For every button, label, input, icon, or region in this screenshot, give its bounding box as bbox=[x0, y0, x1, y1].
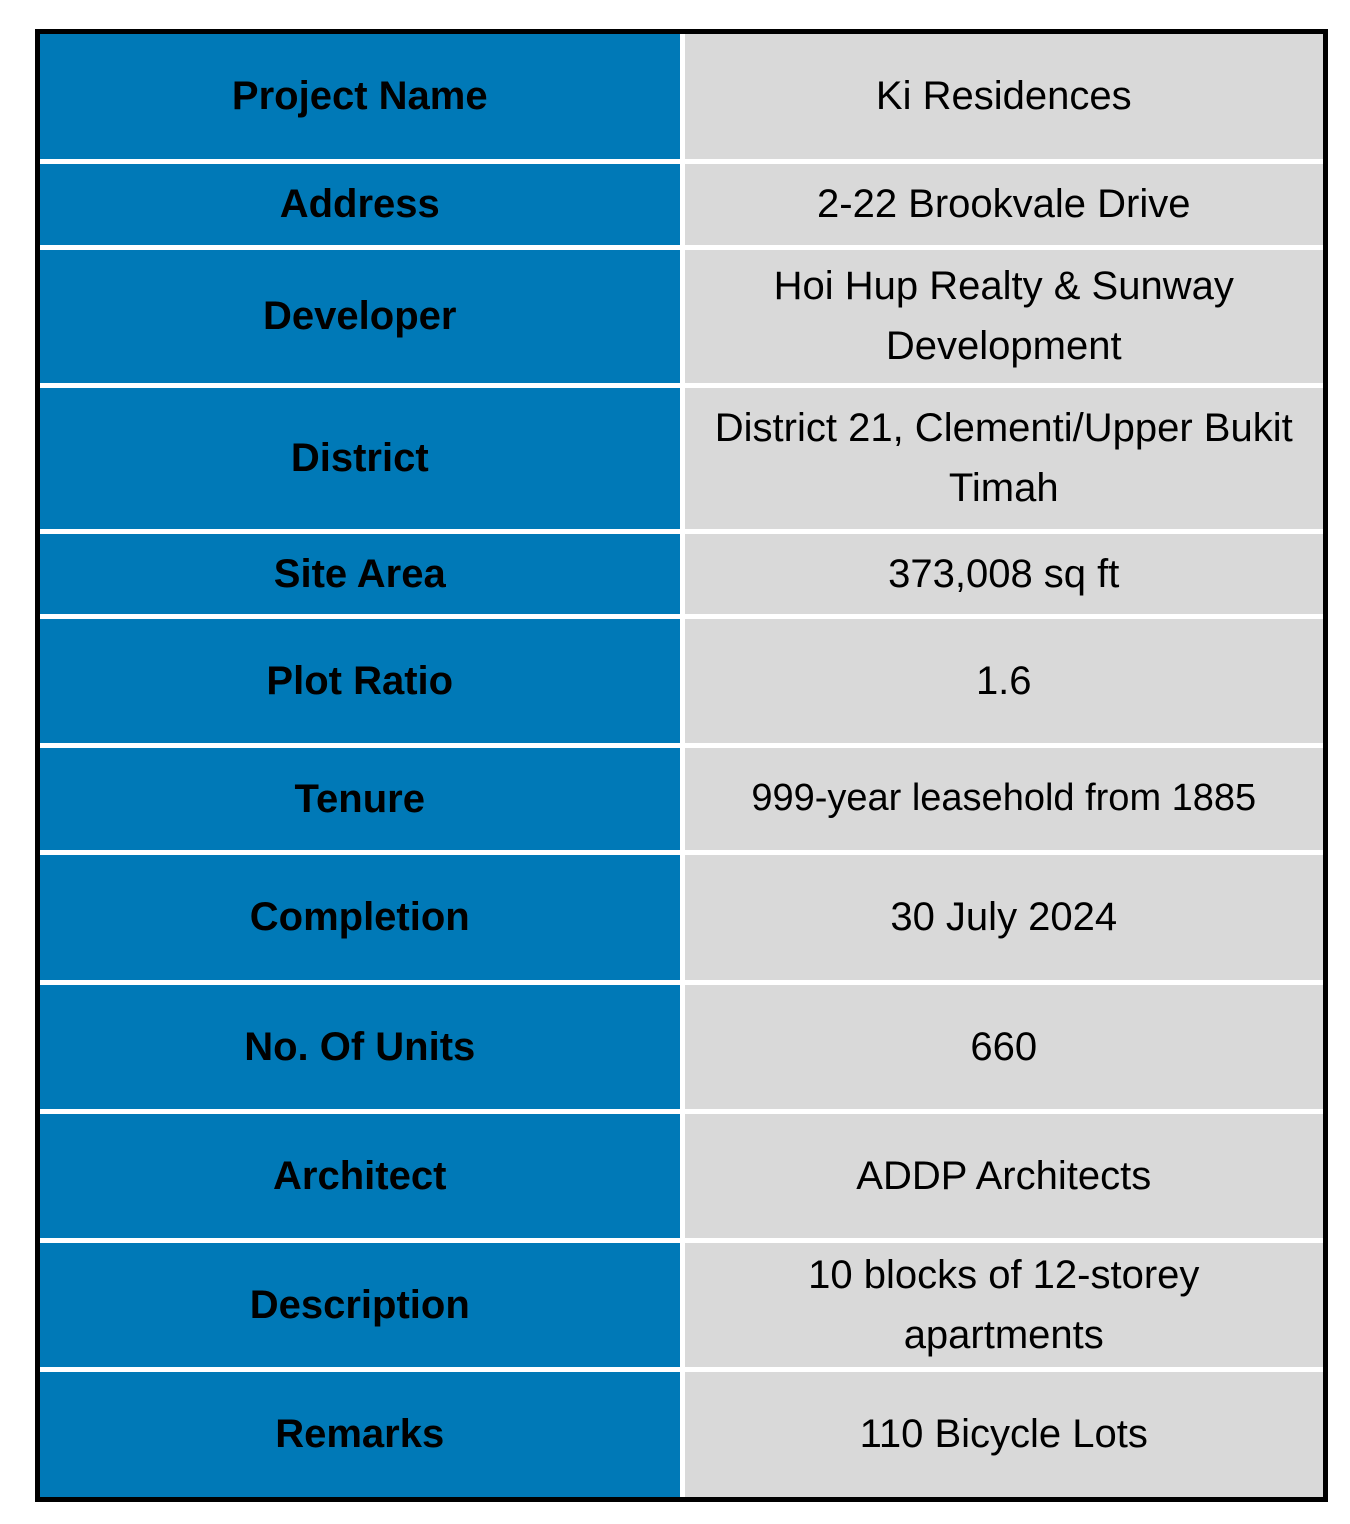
table-row: Project Name Ki Residences bbox=[40, 34, 1323, 164]
row-value: Ki Residences bbox=[679, 34, 1323, 164]
table-row: No. Of Units 660 bbox=[40, 979, 1323, 1114]
table-row: Site Area 373,008 sq ft bbox=[40, 528, 1323, 619]
table-row: Remarks 110 Bicycle Lots bbox=[40, 1366, 1323, 1497]
row-value: 373,008 sq ft bbox=[679, 528, 1323, 619]
table-row: Plot Ratio 1.6 bbox=[40, 613, 1323, 748]
row-label: Remarks bbox=[40, 1366, 685, 1497]
row-label: Description bbox=[40, 1237, 685, 1372]
row-label: Project Name bbox=[40, 34, 685, 164]
row-label: Site Area bbox=[40, 528, 685, 619]
row-value: 2-22 Brookvale Drive bbox=[679, 158, 1323, 250]
row-label: District bbox=[40, 382, 685, 534]
row-value: Hoi Hup Realty & Sunway Development bbox=[679, 244, 1323, 388]
row-value: 1.6 bbox=[679, 613, 1323, 748]
row-label: Address bbox=[40, 158, 685, 250]
row-value: 999-year leasehold from 1885 bbox=[679, 742, 1323, 855]
row-value: District 21, Clementi/Upper Bukit Timah bbox=[679, 382, 1323, 534]
row-value: 30 July 2024 bbox=[679, 849, 1323, 985]
row-label: Plot Ratio bbox=[40, 613, 685, 748]
row-value: 660 bbox=[679, 979, 1323, 1114]
table-row: Description 10 blocks of 12-storey apart… bbox=[40, 1237, 1323, 1372]
table-row: Tenure 999-year leasehold from 1885 bbox=[40, 742, 1323, 855]
project-info-table: Project Name Ki Residences Address 2-22 … bbox=[40, 34, 1323, 1497]
row-label: Tenure bbox=[40, 742, 685, 855]
row-value: 10 blocks of 12-storey apartments bbox=[679, 1237, 1323, 1372]
table-row: District District 21, Clementi/Upper Buk… bbox=[40, 382, 1323, 534]
row-label: Developer bbox=[40, 244, 685, 388]
row-label: Architect bbox=[40, 1108, 685, 1243]
row-label: No. Of Units bbox=[40, 979, 685, 1114]
table-row: Address 2-22 Brookvale Drive bbox=[40, 158, 1323, 250]
row-label: Completion bbox=[40, 849, 685, 985]
row-value: ADDP Architects bbox=[679, 1108, 1323, 1243]
table-row: Architect ADDP Architects bbox=[40, 1108, 1323, 1243]
table-row: Completion 30 July 2024 bbox=[40, 849, 1323, 985]
project-info-table-frame: Project Name Ki Residences Address 2-22 … bbox=[35, 29, 1328, 1502]
row-value: 110 Bicycle Lots bbox=[679, 1366, 1323, 1497]
table-row: Developer Hoi Hup Realty & Sunway Develo… bbox=[40, 244, 1323, 388]
